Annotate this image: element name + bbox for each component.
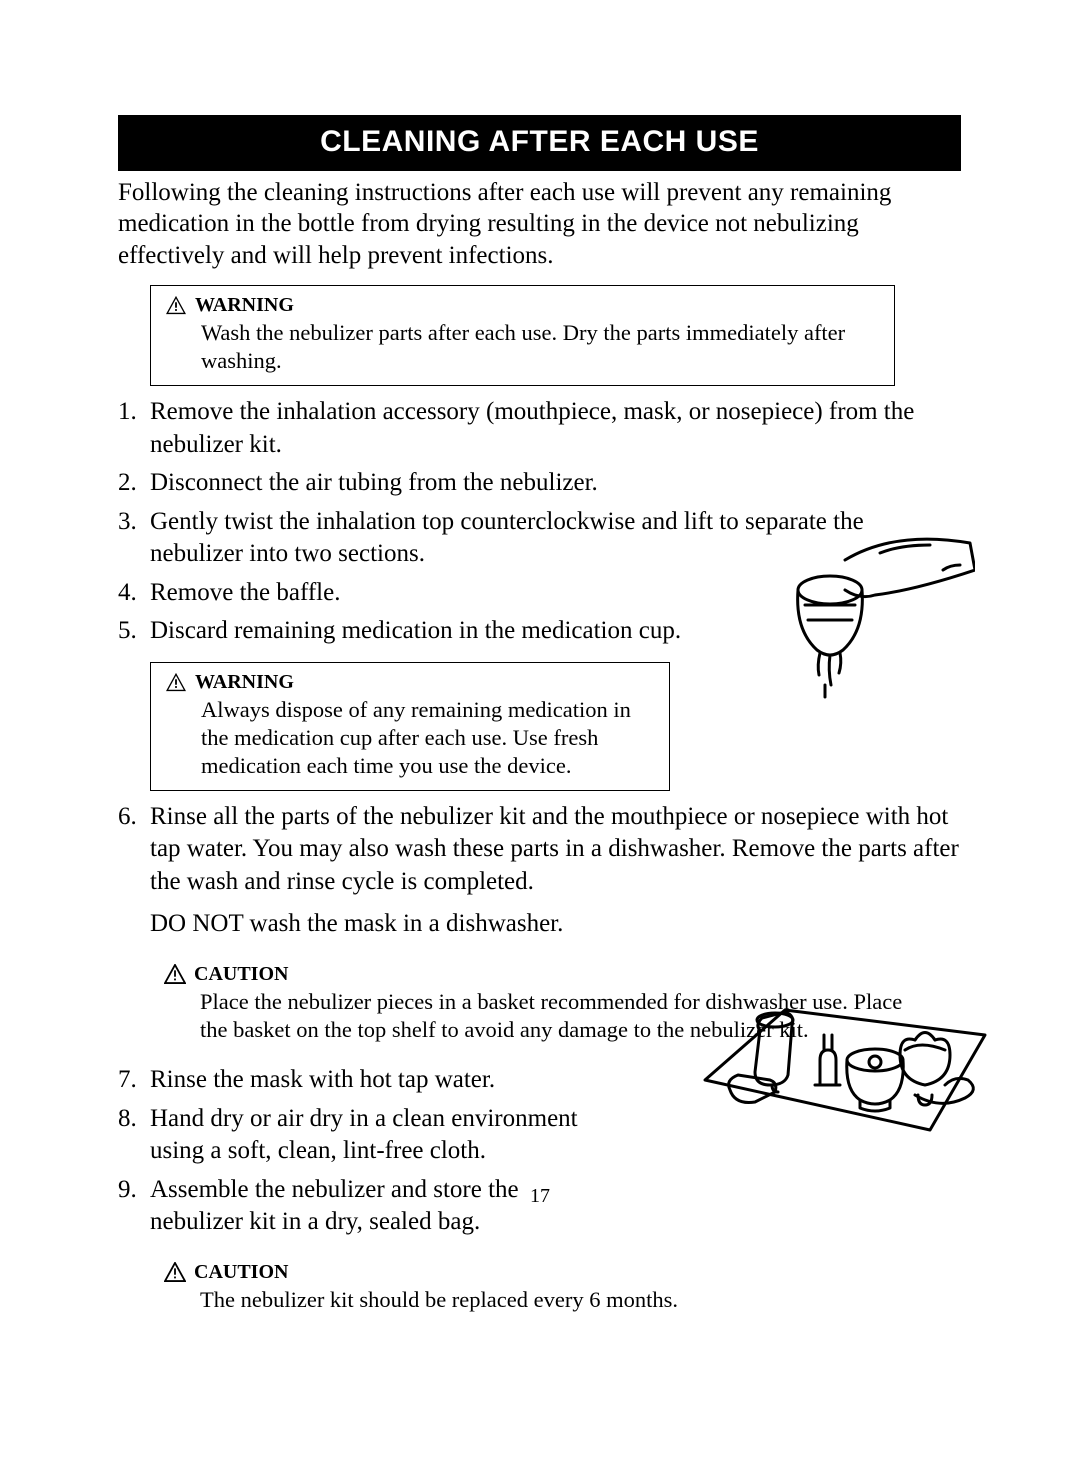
caution-box-2: CAUTION The nebulizer kit should be repl… xyxy=(150,1253,930,1324)
step-number: 6. xyxy=(118,801,137,834)
warning-header: WARNING xyxy=(165,671,655,694)
illustration-hand-cup xyxy=(775,535,975,705)
do-not-note: DO NOT wash the mask in a dishwasher. xyxy=(150,908,961,941)
caution-header: CAUTION xyxy=(164,1261,916,1284)
step-2: 2. Disconnect the air tubing from the neb… xyxy=(118,467,961,500)
caution-icon xyxy=(164,964,186,984)
step-number: 8. xyxy=(118,1103,137,1136)
steps-list-2: 6. Rinse all the parts of the nebulizer k… xyxy=(118,801,961,899)
warning-box-1: WARNING Wash the nebulizer parts after e… xyxy=(150,285,895,386)
warning-label: WARNING xyxy=(195,671,294,694)
section-title: CLEANING AFTER EACH USE xyxy=(118,115,961,171)
step-text: Discard remaining medication in the medi… xyxy=(150,617,681,644)
warning-icon xyxy=(165,295,187,315)
step-6: 6. Rinse all the parts of the nebulizer k… xyxy=(118,801,961,899)
illustration-parts-drying xyxy=(700,980,990,1140)
warning-box-2: WARNING Always dispose of any remaining … xyxy=(150,662,670,791)
caution-label: CAUTION xyxy=(194,963,288,986)
warning-icon xyxy=(165,672,187,692)
page-number: 17 xyxy=(0,1185,1080,1208)
step-text: Disconnect the air tubing from the nebul… xyxy=(150,469,598,496)
warning-text: Always dispose of any remaining medicati… xyxy=(201,696,655,780)
step-text: Rinse the mask with hot tap water. xyxy=(150,1066,495,1093)
step-number: 2. xyxy=(118,467,137,500)
step-text: Remove the baffle. xyxy=(150,579,340,606)
warning-text: Wash the nebulizer parts after each use.… xyxy=(201,319,880,375)
step-number: 3. xyxy=(118,506,137,539)
step-number: 1. xyxy=(118,396,137,429)
warning-header: WARNING xyxy=(165,294,880,317)
caution-icon xyxy=(164,1262,186,1282)
step-8: 8. Hand dry or air dry in a clean environ… xyxy=(118,1103,598,1168)
step-1: 1. Remove the inhalation accessory (mouth… xyxy=(118,396,961,461)
step-text: Remove the inhalation accessory (mouthpi… xyxy=(150,398,914,458)
caution-text: The nebulizer kit should be replaced eve… xyxy=(200,1286,916,1314)
step-text: Gently twist the inhalation top counterc… xyxy=(150,508,864,568)
warning-label: WARNING xyxy=(195,294,294,317)
step-text: Hand dry or air dry in a clean environme… xyxy=(150,1105,578,1165)
step-number: 5. xyxy=(118,615,137,648)
step-number: 4. xyxy=(118,577,137,610)
step-text: Rinse all the parts of the nebulizer kit… xyxy=(150,803,959,895)
step-number: 7. xyxy=(118,1064,137,1097)
intro-paragraph: Following the cleaning instructions afte… xyxy=(118,177,961,271)
caution-label: CAUTION xyxy=(194,1261,288,1284)
page-content: CLEANING AFTER EACH USE Following the cl… xyxy=(118,115,961,1332)
